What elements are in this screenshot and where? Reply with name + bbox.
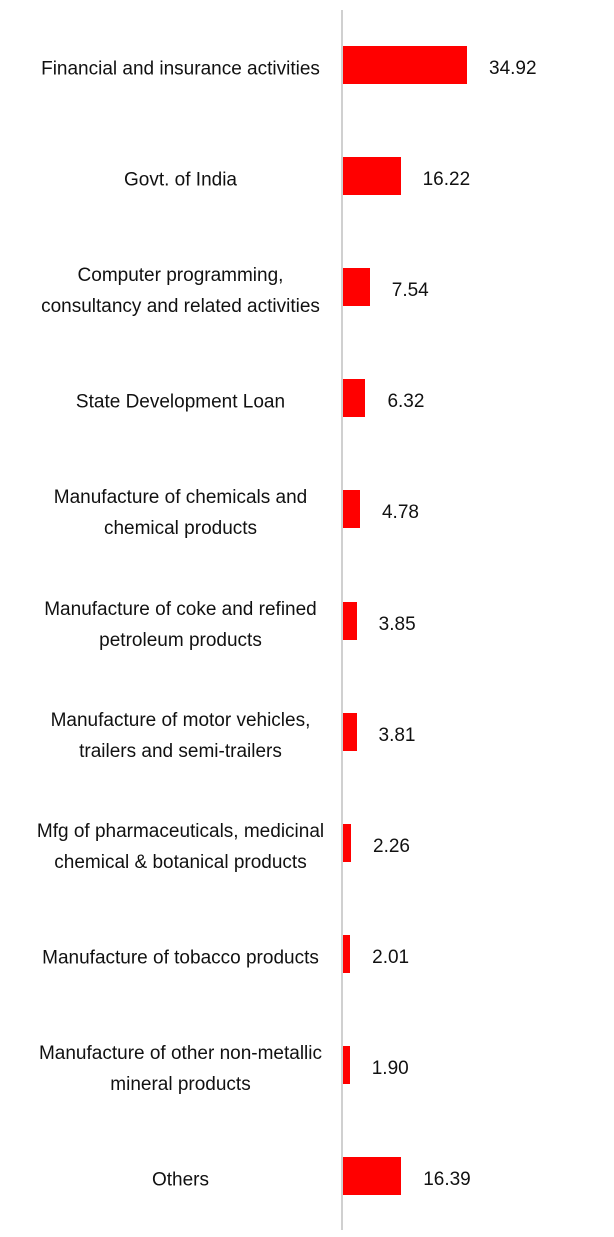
bar bbox=[343, 1045, 350, 1084]
value-label: 3.81 bbox=[378, 724, 416, 746]
bar bbox=[343, 379, 366, 418]
category-label: Manufacture of motor vehicles, trailers … bbox=[50, 709, 311, 762]
category-label: Mfg of pharmaceuticals, medicinal chemic… bbox=[36, 820, 325, 873]
value-label: 16.22 bbox=[422, 169, 471, 191]
category-label: Others bbox=[151, 1169, 210, 1191]
bar bbox=[343, 490, 360, 529]
category-label: State Development Loan bbox=[75, 391, 286, 413]
category-label: Manufacture of chemicals and chemical pr… bbox=[53, 487, 308, 540]
value-label: 34.92 bbox=[489, 58, 537, 79]
bar bbox=[343, 157, 401, 196]
axis-line bbox=[341, 10, 343, 1230]
value-label: 1.90 bbox=[371, 1057, 409, 1079]
value-label: 2.01 bbox=[372, 946, 410, 968]
value-label: 4.78 bbox=[381, 502, 419, 524]
bar bbox=[343, 601, 357, 640]
value-label: 16.39 bbox=[423, 1169, 471, 1190]
category-label: Govt. of India bbox=[123, 169, 237, 191]
value-label: 7.54 bbox=[391, 280, 429, 302]
bar bbox=[343, 823, 352, 862]
value-label: 3.85 bbox=[378, 613, 416, 635]
category-label: Computer programming, consultancy and re… bbox=[41, 265, 320, 318]
value-label: 6.32 bbox=[387, 391, 425, 413]
category-label: Manufacture of tobacco products bbox=[42, 947, 319, 969]
bar bbox=[343, 934, 351, 973]
category-label: Manufacture of other non-metallic minera… bbox=[38, 1042, 323, 1095]
bar bbox=[343, 268, 370, 307]
bar bbox=[343, 46, 467, 84]
bar bbox=[343, 712, 357, 751]
value-label: 2.26 bbox=[373, 835, 410, 857]
category-label: Financial and insurance activities bbox=[41, 58, 320, 80]
category-label: Manufacture of coke and refined petroleu… bbox=[44, 598, 317, 651]
bar bbox=[343, 1157, 402, 1195]
